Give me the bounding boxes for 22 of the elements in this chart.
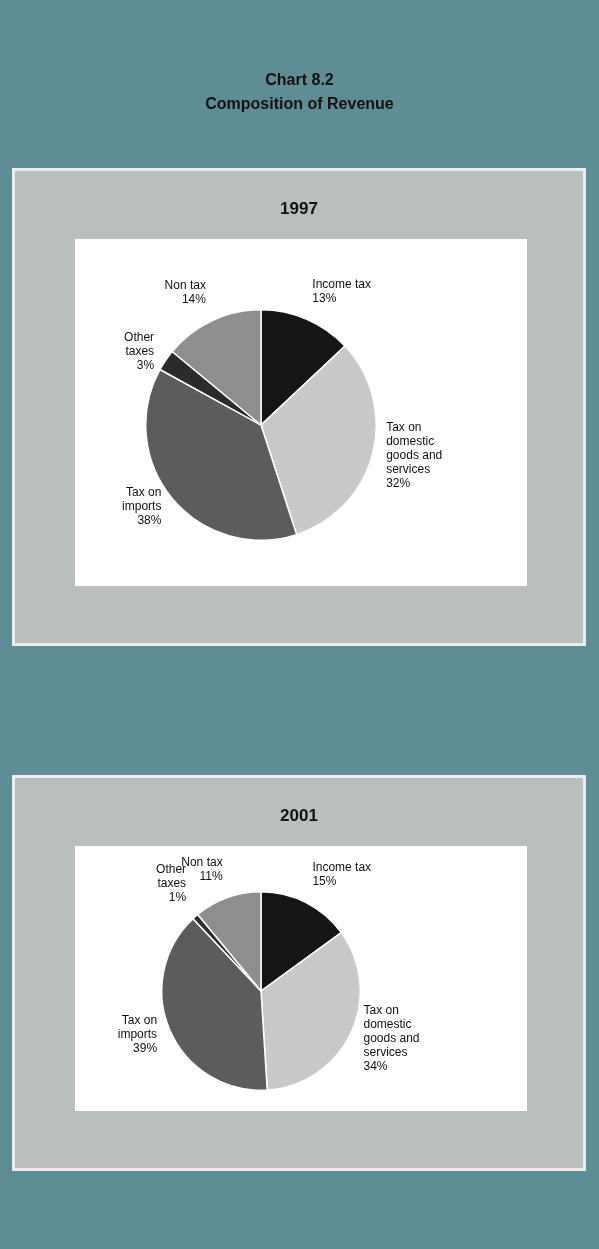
slice-label: Tax on domestic goods and services [386, 420, 443, 477]
slice-label: Income tax [312, 276, 372, 291]
data-label: 39% [133, 1041, 158, 1056]
data-label: 1% [168, 890, 187, 905]
slice-label: Income tax [312, 860, 372, 875]
data-label: 34% [363, 1058, 388, 1073]
slice-label: Non tax [164, 278, 206, 293]
chart-title: 2001 [279, 806, 319, 827]
text: Chart 8.2 [264, 70, 335, 90]
data-label: 11% [199, 868, 223, 883]
data-label: 3% [136, 357, 155, 372]
chart-title: 1997 [279, 199, 319, 220]
data-label: 15% [312, 874, 337, 889]
data-label: 38% [137, 512, 162, 527]
slice-label: Other taxes [124, 329, 155, 358]
data-label: 13% [312, 290, 337, 305]
slice-label: Tax on imports [117, 1013, 158, 1042]
data-label: 32% [386, 476, 411, 491]
data-label: 14% [181, 292, 207, 307]
text: Composition of Revenue [204, 94, 395, 114]
slice-label: Tax on imports [122, 484, 162, 513]
slice-label: Tax on domestic goods and services [363, 1002, 420, 1059]
